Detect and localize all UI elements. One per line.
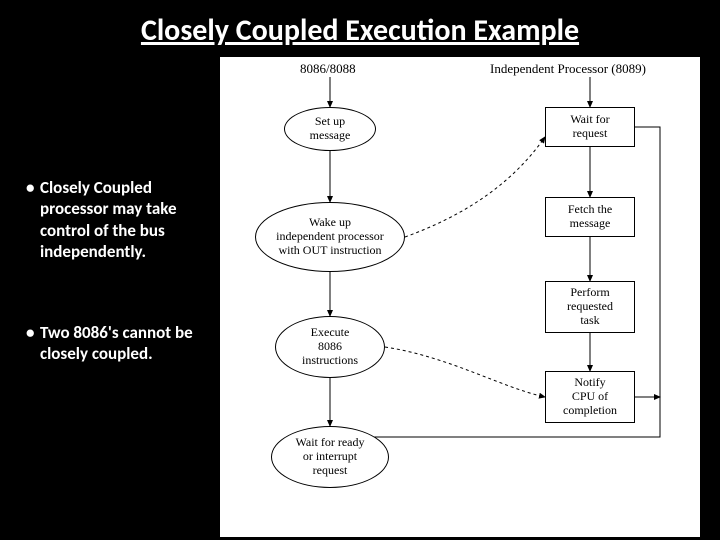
left-column-label: 8086/8088 [300,61,356,77]
bullet-list: Closely Coupled processor may take contr… [0,57,220,537]
bullet-item: Closely Coupled processor may take contr… [26,177,210,262]
node-setup: Set upmessage [284,107,376,151]
node-exec: Execute8086instructions [275,316,385,378]
node-waitreq: Wait forrequest [545,107,635,147]
node-wakeup: Wake upindependent processorwith OUT ins… [255,202,405,272]
node-notify: NotifyCPU ofcompletion [545,371,635,423]
node-wait86: Wait for readyor interruptrequest [271,426,389,488]
right-column-label: Independent Processor (8089) [490,61,646,77]
bullet-item: Two 8086's cannot be closely coupled. [26,322,210,365]
flowchart-diagram: 8086/8088 Independent Processor (8089) S… [220,57,700,537]
node-perform: Performrequestedtask [545,281,635,333]
page-title: Closely Coupled Execution Example [0,0,720,57]
node-fetch: Fetch themessage [545,197,635,237]
content-row: Closely Coupled processor may take contr… [0,57,720,537]
